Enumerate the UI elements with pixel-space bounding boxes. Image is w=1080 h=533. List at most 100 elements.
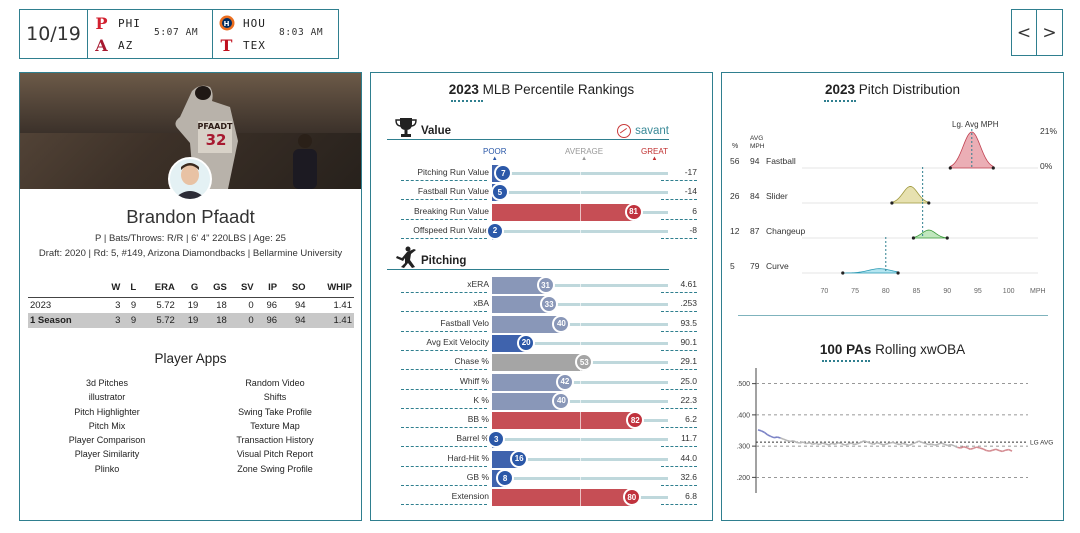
- player-app-link[interactable]: Texture Map: [250, 420, 300, 431]
- player-app-link[interactable]: Transaction History: [236, 435, 314, 446]
- percentile-badge: 8: [496, 469, 515, 487]
- savant-link[interactable]: savant: [617, 124, 669, 138]
- y-tick-label: .300: [736, 444, 750, 451]
- player-app-link[interactable]: Pitch Highlighter: [74, 406, 140, 417]
- pitch-density-curve: [891, 186, 930, 204]
- xwoba-series-segment: [783, 438, 788, 442]
- next-button[interactable]: >: [1037, 9, 1063, 56]
- prev-button[interactable]: <: [1011, 9, 1037, 56]
- xwoba-series-segment: [873, 441, 878, 445]
- away-team: PHI: [118, 16, 141, 30]
- pitch-mph-label: 79: [750, 261, 760, 271]
- pitch-pct-label: 56: [730, 156, 740, 166]
- percentile-badge: 31: [536, 276, 555, 294]
- player-app-link[interactable]: Plinko: [94, 463, 120, 474]
- average-marker: [580, 165, 581, 182]
- rangers-logo-icon: T: [220, 35, 234, 55]
- player-app-link[interactable]: Pitch Mix: [88, 420, 126, 431]
- date-nav: < >: [1011, 9, 1063, 56]
- xwoba-series-segment: [989, 449, 993, 452]
- pitch-min-point: [911, 236, 916, 240]
- xwoba-series-segment: [924, 442, 929, 446]
- percentile-bar: [492, 277, 547, 294]
- season-stats-table: W L ERA G GS SV IP SO WHIP 2023 3 9 5.72 19 18 0 96 94 1.…: [28, 279, 354, 328]
- stat-cell: 1.41: [307, 313, 354, 328]
- x-tick-label: 85: [913, 288, 921, 295]
- player-app-link[interactable]: Player Comparison: [68, 435, 146, 446]
- xwoba-series-segment: [921, 441, 926, 445]
- player-apps-left: 3d Pitches illustrator Pitch Highlighter Pi…: [32, 376, 182, 476]
- player-app-link[interactable]: Random Video: [245, 378, 305, 388]
- xwoba-series-segment: [815, 442, 820, 446]
- player-headshot: [168, 157, 212, 201]
- stat-cell: 5.72: [138, 313, 177, 328]
- xwoba-series-segment: [986, 449, 990, 452]
- xwoba-series-segment: [780, 437, 785, 440]
- pitch-mph-label: 94: [750, 156, 760, 166]
- metric-label: Fastball Velo: [379, 318, 489, 332]
- game-time: 8:03 AM: [279, 27, 324, 38]
- player-app-link[interactable]: Player Similarity: [74, 449, 140, 460]
- xwoba-series-segment: [860, 440, 865, 444]
- xwoba-series-segment: [870, 442, 874, 446]
- table-row: 1 Season 3 9 5.72 19 18 0 96 94 1.41: [28, 313, 354, 328]
- pitch-min-point: [948, 166, 952, 170]
- x-unit-label: MPH: [1030, 288, 1046, 295]
- average-marker: [580, 412, 581, 430]
- stat-header: GS: [200, 279, 229, 298]
- xwoba-series-segment: [879, 442, 884, 446]
- xwoba-series-segment: [770, 435, 775, 439]
- xwoba-series-segment: [973, 446, 977, 450]
- stat-cell: 9: [122, 313, 139, 328]
- player-app-link[interactable]: Zone Swing Profile: [237, 463, 313, 474]
- xwoba-series-segment: [841, 442, 846, 446]
- xwoba-series-segment: [912, 441, 916, 445]
- player-app-link[interactable]: Visual Pitch Report: [236, 449, 314, 460]
- xwoba-series-segment: [947, 443, 952, 447]
- player-app-link[interactable]: 3d Pitches: [85, 378, 129, 388]
- percentile-bar: [492, 296, 551, 314]
- xwoba-series-segment: [876, 441, 881, 445]
- pitching-section-header: Pitching: [387, 246, 669, 270]
- stat-cell: 19: [187, 300, 199, 311]
- home-team: TEX: [243, 38, 266, 52]
- stat-cell: 1.41: [333, 300, 353, 311]
- xwoba-chart: .500 .400 .300 .200 LG AVG: [736, 368, 1053, 493]
- stat-cell: 0: [228, 313, 256, 328]
- stat-header: ERA: [138, 279, 177, 298]
- lg-avg-label: LG AVG: [1030, 440, 1053, 447]
- metric-value: 6.2: [657, 414, 697, 429]
- baseball-icon: [617, 124, 632, 138]
- game-phi-az[interactable]: P PHI A AZ 5:07 AM: [88, 10, 213, 58]
- player-apps-title: Player Apps: [154, 351, 227, 366]
- metric-label: Fastball Run Value: [379, 186, 489, 201]
- pitch-name-label: Slider: [766, 191, 788, 201]
- player-app-link[interactable]: illustrator: [88, 392, 126, 403]
- x-tick-label: 90: [943, 288, 951, 295]
- stat-header: W: [101, 279, 123, 298]
- scoreboard-date[interactable]: 10/19: [20, 10, 88, 58]
- game-hou-tex[interactable]: H HOU T TEX 8:03 AM: [213, 10, 338, 58]
- player-app-link[interactable]: Swing Take Profile: [238, 406, 312, 417]
- x-tick-label: 70: [820, 288, 828, 295]
- pitch-dist-title: 2023 Pitch Distribution: [722, 82, 1063, 102]
- player-app-link[interactable]: Shifts: [263, 392, 287, 403]
- xwoba-series-segment: [777, 436, 781, 439]
- xwoba-series-segment: [799, 441, 804, 444]
- metric-value: 11.7: [657, 433, 697, 448]
- metric-value: -8: [657, 225, 697, 239]
- table-row: 2023 3 9 5.72 19 18 0 96 94 1.41: [28, 298, 354, 314]
- stat-header: IP: [255, 279, 280, 298]
- metric-label: Breaking Run Value: [379, 206, 489, 220]
- pitch-name-label: Changeup: [766, 226, 806, 236]
- xwoba-series-segment: [899, 442, 903, 446]
- pitch-panel: 2023 Pitch Distribution Lg. Avg MPH 21% …: [721, 72, 1064, 521]
- xwoba-series-segment: [905, 443, 910, 447]
- scoreboard: 10/19 P PHI A AZ 5:07 AM H HOU T TEX 8:03 A…: [19, 9, 339, 59]
- xwoba-series-segment: [953, 445, 958, 449]
- xwoba-series-segment: [802, 441, 807, 445]
- average-marker: [580, 470, 581, 487]
- percentile-badge: 42: [555, 372, 574, 391]
- away-team: HOU: [243, 16, 266, 30]
- stat-header: [28, 279, 102, 298]
